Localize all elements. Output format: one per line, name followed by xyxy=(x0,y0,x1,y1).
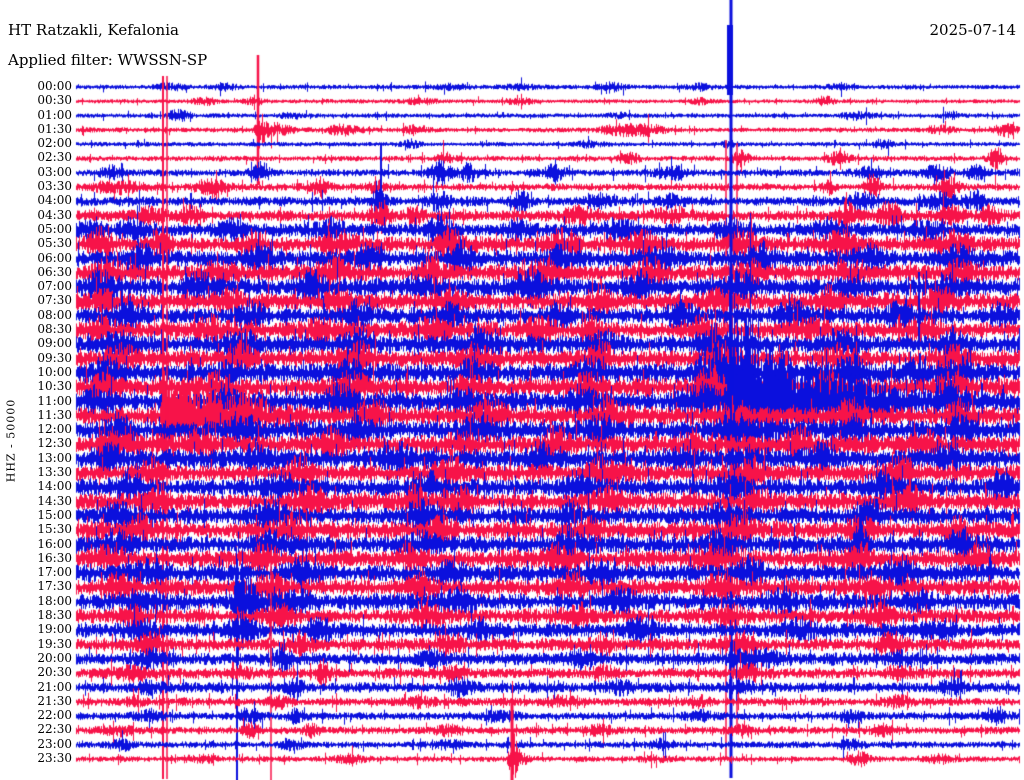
time-label: 16:00 xyxy=(37,536,72,551)
time-label: 18:00 xyxy=(37,593,72,608)
time-label: 19:00 xyxy=(37,622,72,637)
time-label: 22:30 xyxy=(37,722,72,737)
time-label: 01:30 xyxy=(37,121,72,136)
time-label: 22:00 xyxy=(37,708,72,723)
time-label: 00:30 xyxy=(37,93,72,108)
time-label: 13:00 xyxy=(37,450,72,465)
time-label: 21:30 xyxy=(37,693,72,708)
time-label: 16:30 xyxy=(37,550,72,565)
time-label: 09:00 xyxy=(37,336,72,351)
date-label: 2025-07-14 xyxy=(929,21,1016,39)
time-label: 17:30 xyxy=(37,579,72,594)
time-label: 12:30 xyxy=(37,436,72,451)
time-label: 20:00 xyxy=(37,650,72,665)
time-label: 14:30 xyxy=(37,493,72,508)
time-label: 12:00 xyxy=(37,422,72,437)
time-label: 02:30 xyxy=(37,150,72,165)
time-label: 21:00 xyxy=(37,679,72,694)
time-label: 14:00 xyxy=(37,479,72,494)
time-label: 15:00 xyxy=(37,507,72,522)
time-label: 04:30 xyxy=(37,207,72,222)
time-label: 19:30 xyxy=(37,636,72,651)
time-label: 08:30 xyxy=(37,322,72,337)
time-label: 06:00 xyxy=(37,250,72,265)
time-label: 13:30 xyxy=(37,465,72,480)
time-label: 08:00 xyxy=(37,307,72,322)
time-label: 17:00 xyxy=(37,565,72,580)
y-axis-scale-label: HHZ - 50000 xyxy=(4,398,18,483)
time-label: 05:30 xyxy=(37,236,72,251)
time-label: 03:30 xyxy=(37,179,72,194)
time-label: 18:30 xyxy=(37,608,72,623)
time-label: 01:00 xyxy=(37,107,72,122)
time-label: 10:30 xyxy=(37,379,72,394)
time-label: 07:00 xyxy=(37,279,72,294)
time-label: 11:00 xyxy=(37,393,72,408)
time-label: 09:30 xyxy=(37,350,72,365)
time-label: 23:00 xyxy=(37,736,72,751)
time-label: 11:30 xyxy=(37,407,72,422)
time-label: 20:30 xyxy=(37,665,72,680)
time-label: 23:30 xyxy=(37,751,72,765)
station-title: HT Ratzakli, Kefalonia xyxy=(8,21,179,39)
time-label: 05:00 xyxy=(37,221,72,236)
time-label: 02:00 xyxy=(37,136,72,151)
time-label: 15:30 xyxy=(37,522,72,537)
time-label: 07:30 xyxy=(37,293,72,308)
time-label: 03:00 xyxy=(37,164,72,179)
time-label: 06:30 xyxy=(37,264,72,279)
time-label: 00:00 xyxy=(37,79,72,93)
time-label: 10:00 xyxy=(37,364,72,379)
time-label: 04:00 xyxy=(37,193,72,208)
filter-label: Applied filter: WWSSN-SP xyxy=(8,51,208,69)
